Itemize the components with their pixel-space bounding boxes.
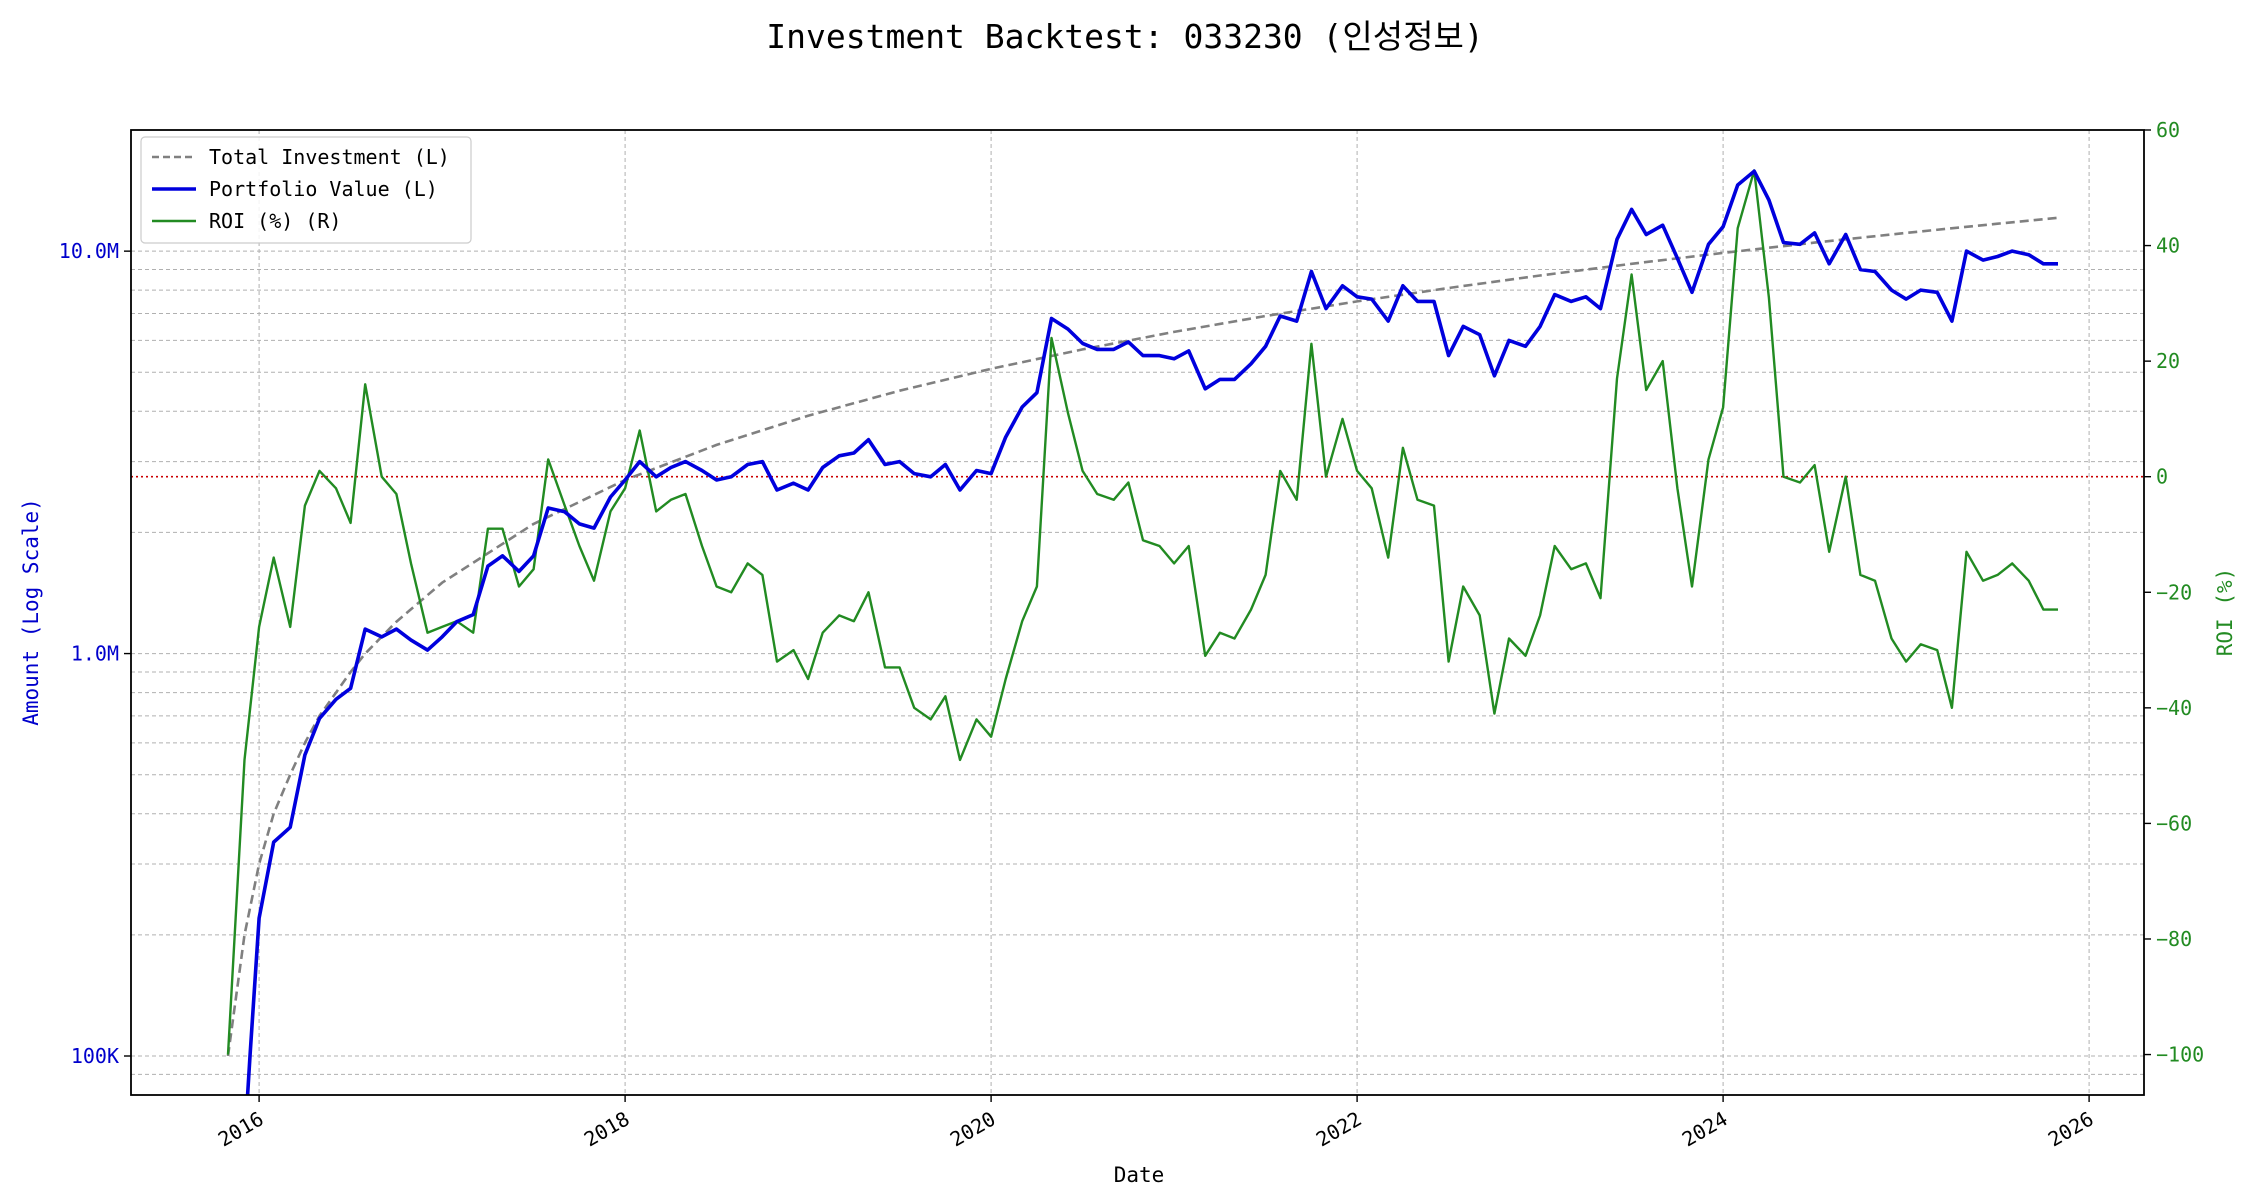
right-tick-label: −60 <box>2156 811 2192 835</box>
right-tick-label: 20 <box>2156 349 2180 373</box>
chart-title: Investment Backtest: 033230 (인성정보) <box>766 17 1483 56</box>
x-tick-label: 2020 <box>946 1107 1000 1152</box>
right-axis-ticks: −100 −80 −60 −40 −20 0 20 40 60 <box>2144 118 2204 1067</box>
right-axis-title: ROI (%) <box>2213 568 2237 657</box>
roi-line <box>226 169 2058 1055</box>
x-tick-label: 2018 <box>580 1107 634 1152</box>
legend-label-portfolio-value: Portfolio Value (L) <box>209 177 438 201</box>
left-axis-title: Amount (Log Scale) <box>19 498 43 726</box>
x-tick-label: 2024 <box>1678 1107 1732 1152</box>
right-tick-label: 40 <box>2156 234 2180 258</box>
right-tick-label: −100 <box>2156 1043 2204 1067</box>
right-tick-label: −40 <box>2156 696 2192 720</box>
x-tick-label: 2016 <box>214 1107 268 1152</box>
legend-box <box>140 136 472 244</box>
x-tick-label: 2026 <box>2044 1107 2098 1152</box>
x-axis-ticks: 2016 2018 2020 2022 2024 2026 <box>214 1095 2098 1151</box>
left-tick-label: 10.0M <box>59 239 119 263</box>
left-tick-label: 1.0M <box>71 642 119 666</box>
left-tick-label: 100K <box>71 1044 119 1068</box>
right-tick-label: −20 <box>2156 580 2192 604</box>
portfolio-value-line <box>245 169 2058 1095</box>
plot-area-frame <box>130 129 2145 1096</box>
grid-lines <box>131 129 2144 1096</box>
legend-label-roi: ROI (%) (R) <box>209 209 341 233</box>
legend-label-total-investment: Total Investment (L) <box>209 145 450 169</box>
left-axis-ticks: 100K 1.0M 10.0M <box>59 239 131 1068</box>
series-lines <box>226 169 2059 1095</box>
right-tick-label: 0 <box>2156 465 2168 489</box>
total-investment-line <box>226 216 2059 1057</box>
right-tick-label: 60 <box>2156 118 2180 142</box>
x-axis-title: Date <box>1114 1163 1165 1187</box>
chart-legend: Total Investment (L) Portfolio Value (L)… <box>140 136 472 244</box>
right-tick-label: −80 <box>2156 927 2192 951</box>
x-tick-label: 2022 <box>1312 1107 1366 1152</box>
